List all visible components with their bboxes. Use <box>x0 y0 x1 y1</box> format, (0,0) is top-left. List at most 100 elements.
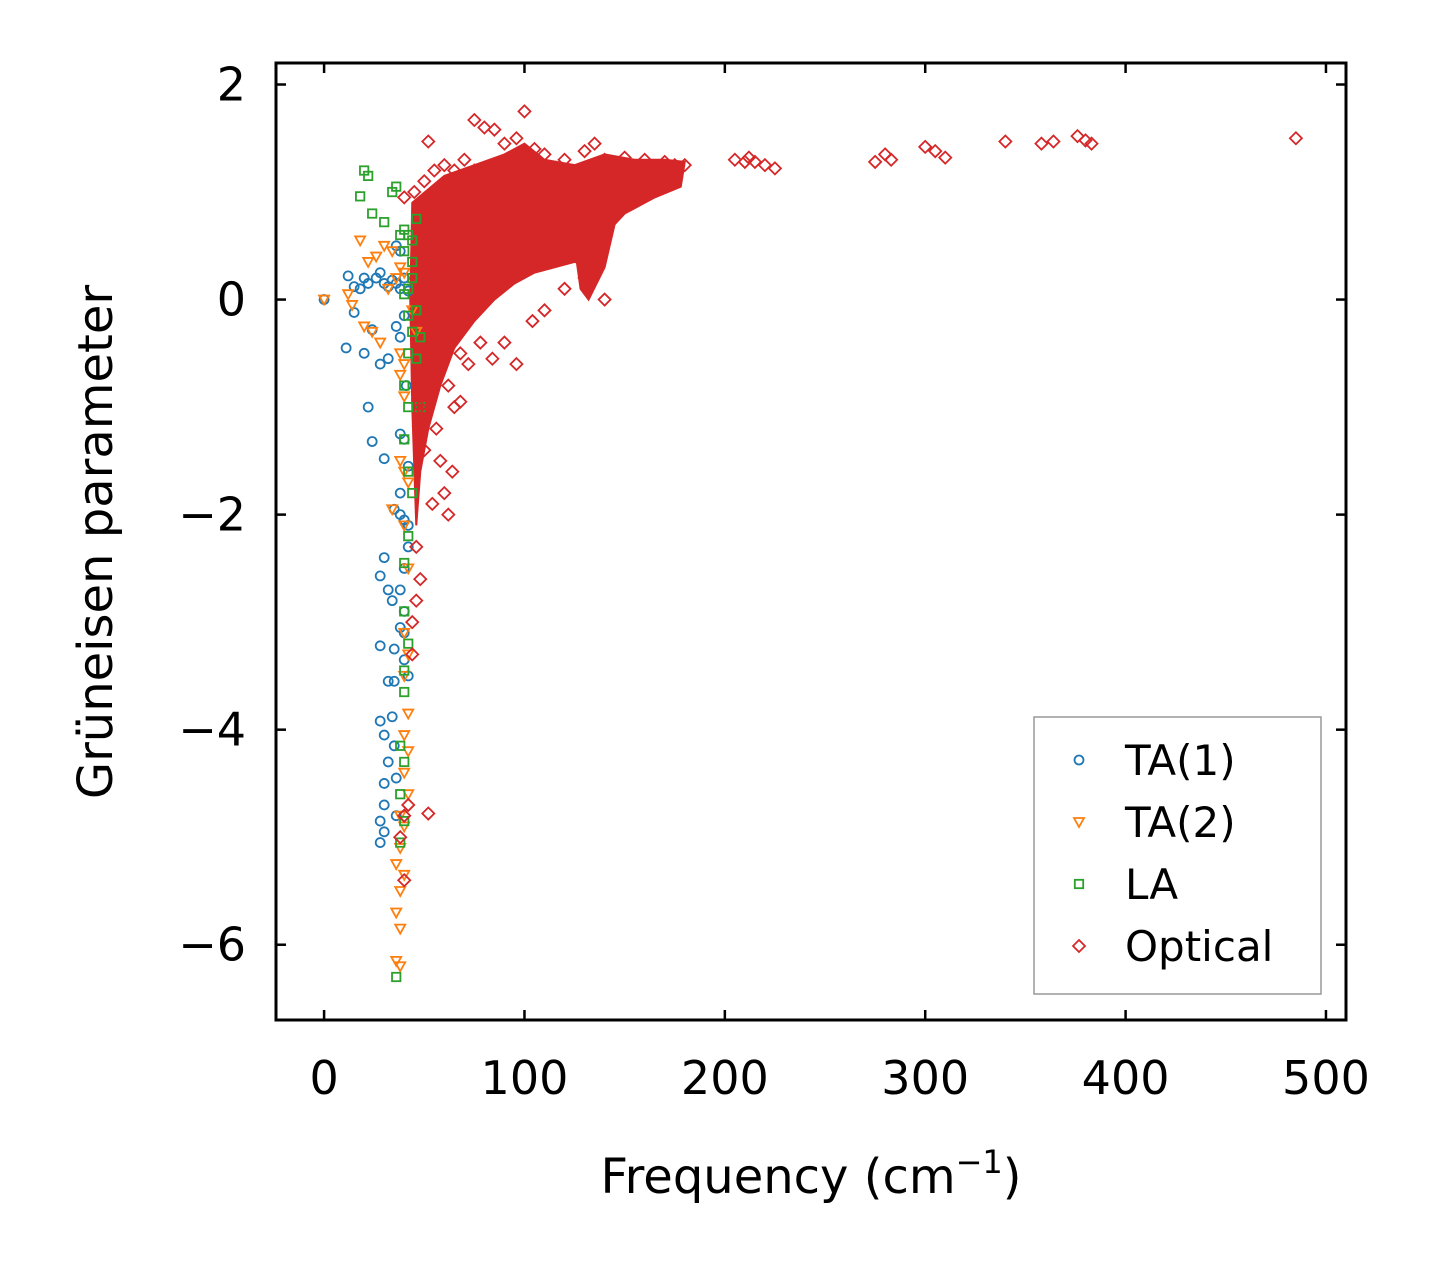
marker-optical <box>437 485 452 501</box>
marker-optical <box>657 154 672 170</box>
marker-ta-2 <box>397 520 411 533</box>
marker-la <box>407 256 418 268</box>
marker-ta-2 <box>393 886 407 898</box>
marker-optical <box>445 313 460 329</box>
marker-ta-2 <box>397 627 411 640</box>
marker-optical <box>497 136 512 151</box>
marker-optical <box>396 872 412 888</box>
marker-ta-1 <box>374 570 386 582</box>
scatter-markers-layer <box>317 104 1304 983</box>
marker-la <box>391 971 402 983</box>
marker-ta-1 <box>394 331 406 343</box>
marker-optical <box>453 394 468 409</box>
legend-marker-ta-2 <box>1072 817 1086 829</box>
legend-label: LA <box>1125 860 1178 909</box>
y-tick-label: −4 <box>178 703 246 757</box>
marker-la <box>399 246 410 257</box>
marker-la <box>399 665 410 676</box>
optical-band-lobe <box>573 195 616 302</box>
marker-ta-2 <box>393 961 407 974</box>
marker-ta-2 <box>401 477 415 490</box>
marker-optical <box>427 163 442 178</box>
marker-la <box>411 213 422 225</box>
marker-la <box>399 686 410 698</box>
marker-ta-2 <box>397 671 411 683</box>
marker-optical <box>767 161 783 176</box>
marker-la <box>363 170 374 182</box>
marker-ta-1 <box>340 342 352 354</box>
marker-optical <box>408 539 424 555</box>
x-tick-label: 100 <box>481 1051 569 1105</box>
marker-optical <box>437 238 452 254</box>
y-tick-label: −2 <box>178 488 246 542</box>
marker-optical <box>727 152 743 168</box>
marker-optical <box>425 496 440 512</box>
marker-optical <box>557 281 572 297</box>
legend-label: TA(2) <box>1124 798 1236 847</box>
marker-optical <box>404 614 420 630</box>
marker-ta-1 <box>378 799 390 811</box>
marker-la <box>395 837 406 848</box>
marker-optical <box>677 157 693 173</box>
marker-la <box>399 380 410 391</box>
marker-ta-2 <box>397 391 411 404</box>
marker-optical <box>417 174 432 189</box>
marker-optical <box>927 143 943 159</box>
marker-ta-1 <box>374 715 386 727</box>
marker-ta-1 <box>388 675 400 687</box>
marker-optical <box>421 134 436 149</box>
marker-la <box>403 310 414 321</box>
marker-ta-1 <box>374 267 386 279</box>
marker-ta-2 <box>389 907 403 920</box>
marker-ta-1 <box>362 278 374 289</box>
x-tick-label: 400 <box>1082 1051 1170 1105</box>
marker-optical <box>473 335 488 350</box>
marker-ta-1 <box>382 756 394 768</box>
marker-ta-1 <box>402 541 414 553</box>
marker-optical <box>477 120 492 135</box>
marker-optical <box>587 136 602 151</box>
marker-la <box>395 789 406 800</box>
marker-la <box>355 191 366 202</box>
x-tick-label: 0 <box>309 1051 338 1105</box>
x-axis-label-superscript: −1 <box>956 1143 1003 1181</box>
marker-la <box>403 638 414 649</box>
marker-optical <box>487 122 502 137</box>
marker-la <box>403 531 414 542</box>
marker-la <box>407 488 418 499</box>
marker-ta-2 <box>361 257 375 269</box>
marker-ta-2 <box>401 708 415 721</box>
marker-optical <box>485 351 500 366</box>
marker-optical <box>412 399 428 415</box>
marker-optical <box>617 150 632 165</box>
marker-optical <box>637 152 652 168</box>
marker-ta-2 <box>393 369 407 382</box>
marker-ta-1 <box>378 778 390 789</box>
marker-ta-2 <box>397 869 411 882</box>
marker-optical <box>461 356 476 372</box>
marker-ta-1 <box>354 283 366 295</box>
marker-optical <box>1046 134 1061 149</box>
marker-optical <box>406 184 422 200</box>
marker-optical <box>557 152 572 168</box>
marker-ta-1 <box>382 353 394 365</box>
marker-optical <box>497 335 512 350</box>
marker-ta-1 <box>388 643 400 655</box>
marker-ta-2 <box>401 746 415 759</box>
marker-optical <box>667 157 683 173</box>
marker-la <box>379 217 390 228</box>
marker-optical <box>441 378 456 393</box>
marker-optical <box>757 157 773 173</box>
marker-la <box>395 740 406 751</box>
x-tick-label: 200 <box>681 1051 769 1105</box>
marker-ta-1 <box>390 321 402 332</box>
marker-optical <box>453 346 468 361</box>
marker-optical <box>441 507 456 522</box>
marker-ta-1 <box>348 281 360 293</box>
marker-optical <box>445 464 460 479</box>
y-tick-label: 2 <box>217 58 246 112</box>
marker-optical <box>457 152 472 168</box>
marker-ta-2 <box>317 294 331 307</box>
marker-ta-2 <box>393 923 407 936</box>
